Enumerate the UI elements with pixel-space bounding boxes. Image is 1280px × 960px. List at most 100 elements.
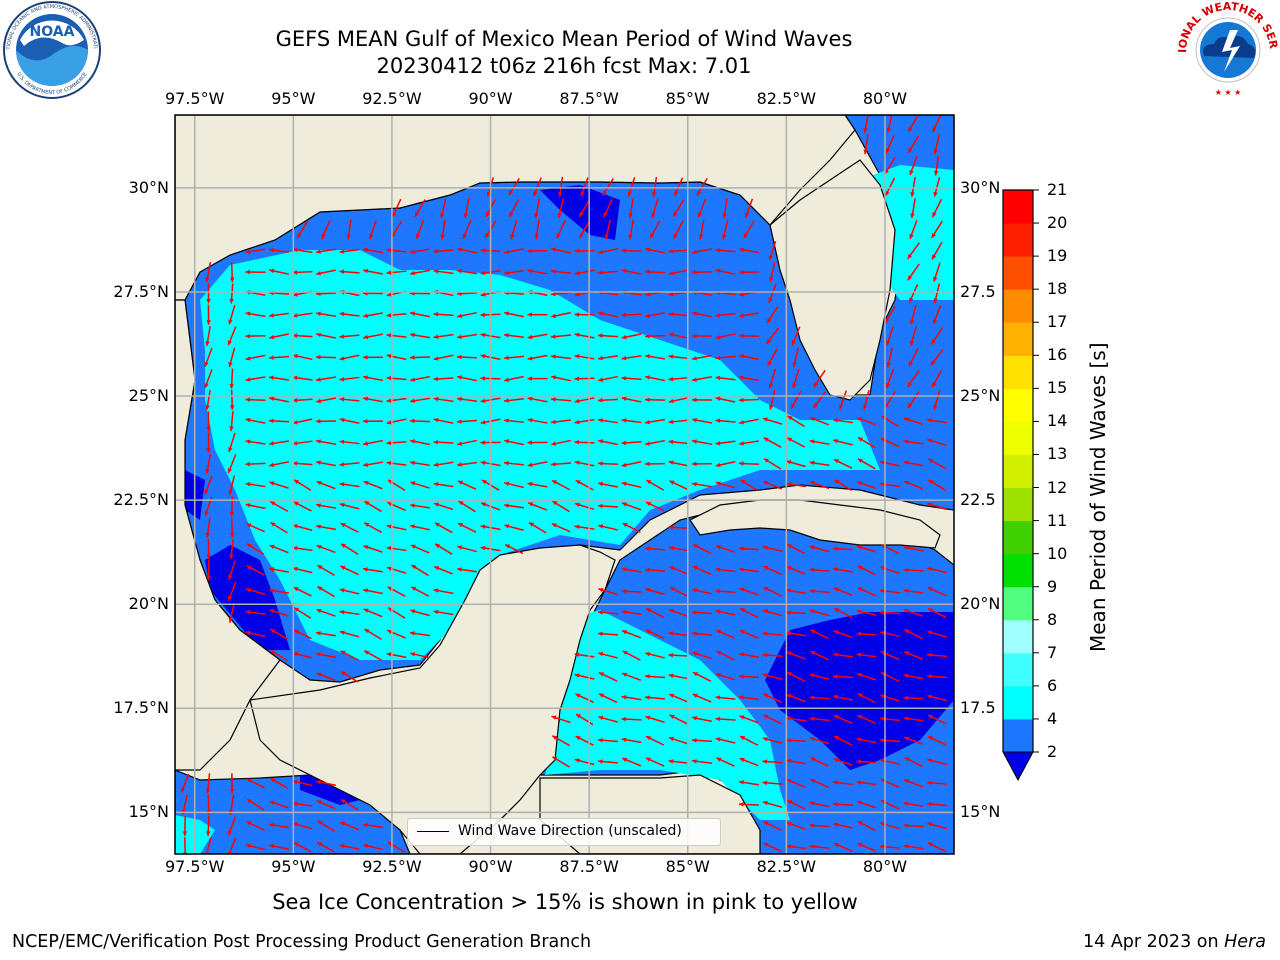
wind-wave-arrow bbox=[386, 375, 407, 381]
wind-wave-arrow bbox=[668, 354, 689, 360]
wind-wave-arrow bbox=[903, 650, 924, 661]
wind-wave-arrow bbox=[269, 500, 289, 512]
wind-wave-arrow bbox=[832, 780, 854, 786]
wind-wave-arrow bbox=[533, 177, 542, 197]
wind-wave-arrow bbox=[809, 460, 830, 467]
wind-wave-arrow bbox=[574, 460, 595, 467]
colorbar-segment bbox=[1003, 223, 1033, 257]
wind-wave-arrow bbox=[296, 220, 309, 239]
wind-wave-arrow bbox=[884, 177, 896, 197]
axis-tick-label: 87.5°W bbox=[559, 857, 619, 876]
wind-wave-arrow bbox=[346, 219, 352, 240]
wind-wave-arrow bbox=[786, 437, 806, 448]
wind-wave-arrow bbox=[621, 375, 642, 381]
wind-wave-arrow bbox=[645, 439, 665, 446]
wind-wave-arrow bbox=[598, 311, 618, 318]
wind-wave-arrow bbox=[856, 417, 877, 426]
wind-wave-arrow bbox=[527, 248, 548, 254]
wind-wave-arrow bbox=[621, 248, 642, 253]
wind-wave-arrow bbox=[534, 198, 541, 219]
wind-wave-arrow bbox=[462, 219, 472, 240]
wind-wave-arrow bbox=[206, 304, 211, 325]
wind-wave-arrow bbox=[879, 738, 901, 743]
wind-wave-arrow bbox=[907, 135, 920, 154]
wind-wave-arrow bbox=[668, 248, 689, 254]
wind-wave-arrow bbox=[721, 219, 729, 240]
wind-wave-arrow bbox=[856, 737, 877, 744]
wind-wave-arrow bbox=[363, 247, 383, 254]
wind-wave-arrow bbox=[551, 375, 571, 382]
wind-wave-arrow bbox=[906, 370, 921, 388]
wind-wave-arrow bbox=[715, 440, 736, 446]
wind-wave-arrow bbox=[621, 355, 642, 361]
wind-wave-arrow bbox=[386, 333, 407, 338]
wind-wave-arrow bbox=[763, 693, 782, 704]
wind-wave-arrow bbox=[205, 815, 211, 836]
wind-wave-arrow bbox=[668, 652, 689, 658]
colorbar-segment bbox=[1003, 421, 1033, 455]
wind-wave-arrow bbox=[245, 311, 266, 318]
wind-wave-arrow bbox=[604, 219, 611, 240]
wind-wave-arrow bbox=[362, 418, 384, 424]
wind-wave-arrow bbox=[738, 333, 760, 339]
wind-wave-arrow bbox=[527, 354, 548, 361]
wind-wave-arrow bbox=[856, 652, 877, 658]
wind-wave-arrow bbox=[716, 629, 735, 639]
wind-wave-arrow bbox=[885, 368, 895, 389]
wind-wave-arrow bbox=[386, 353, 407, 361]
wind-wave-arrow bbox=[763, 820, 782, 831]
wind-wave-arrow bbox=[668, 673, 689, 680]
wind-wave-arrow bbox=[206, 432, 211, 453]
axis-tick-label: 20°N bbox=[960, 594, 1001, 614]
wind-wave-arrow bbox=[551, 247, 571, 254]
wind-wave-arrow bbox=[692, 248, 712, 255]
wind-wave-arrow bbox=[628, 198, 634, 219]
wind-wave-arrow bbox=[668, 759, 689, 764]
axis-tick-label: 90°W bbox=[468, 89, 513, 108]
colorbar-tick-label: 9 bbox=[1047, 576, 1058, 596]
wind-wave-arrow bbox=[692, 716, 712, 723]
wind-wave-arrow bbox=[739, 652, 759, 659]
colorbar-label: Mean Period of Wind Waves [s] bbox=[1086, 342, 1110, 652]
wind-wave-arrow bbox=[645, 735, 665, 746]
wind-wave-arrow bbox=[668, 565, 689, 575]
wind-wave-arrow bbox=[268, 355, 290, 360]
wind-wave-arrow bbox=[813, 391, 826, 409]
wind-wave-arrow bbox=[270, 521, 288, 534]
wind-wave-arrow bbox=[791, 326, 801, 346]
wind-wave-arrow bbox=[762, 759, 783, 764]
colorbar-tick-label: 21 bbox=[1047, 180, 1068, 199]
wind-wave-arrow bbox=[598, 715, 618, 723]
wind-wave-arrow bbox=[903, 673, 924, 680]
wind-wave-arrow bbox=[574, 397, 595, 404]
axis-tick-label: 92.5°W bbox=[362, 857, 422, 876]
yucatan-land bbox=[249, 544, 616, 854]
wind-wave-arrow bbox=[409, 418, 431, 424]
wind-wave-arrow bbox=[903, 460, 924, 467]
wind-wave-arrow bbox=[550, 334, 572, 339]
wind-wave-arrow bbox=[715, 355, 736, 361]
wind-wave-arrow bbox=[931, 115, 942, 133]
wind-wave-arrow bbox=[926, 674, 948, 679]
wind-wave-arrow bbox=[692, 376, 712, 382]
wind-wave-arrow bbox=[316, 585, 336, 598]
wind-wave-arrow bbox=[809, 801, 830, 808]
wind-wave-arrow bbox=[739, 715, 759, 724]
colorbar-tick-label: 11 bbox=[1047, 510, 1068, 530]
wind-wave-arrow bbox=[809, 481, 830, 490]
wind-wave-arrow bbox=[790, 390, 802, 410]
wind-wave-arrow bbox=[903, 439, 924, 445]
wind-wave-arrow bbox=[738, 461, 760, 466]
axis-tick-label: 15°N bbox=[960, 802, 1001, 822]
wind-wave-arrow bbox=[386, 652, 407, 659]
wind-wave-arrow bbox=[765, 327, 780, 345]
wind-wave-arrow bbox=[644, 567, 666, 573]
colorbar-segment bbox=[1003, 454, 1033, 489]
wind-wave-arrow bbox=[673, 177, 684, 197]
colorbar-segment bbox=[1003, 553, 1033, 588]
wind-wave-arrow bbox=[668, 439, 689, 445]
wind-wave-arrow bbox=[433, 482, 454, 488]
colorbar-tick-label: 8 bbox=[1047, 609, 1058, 629]
wind-wave-arrow bbox=[597, 355, 619, 361]
wind-wave-arrow bbox=[363, 268, 383, 275]
